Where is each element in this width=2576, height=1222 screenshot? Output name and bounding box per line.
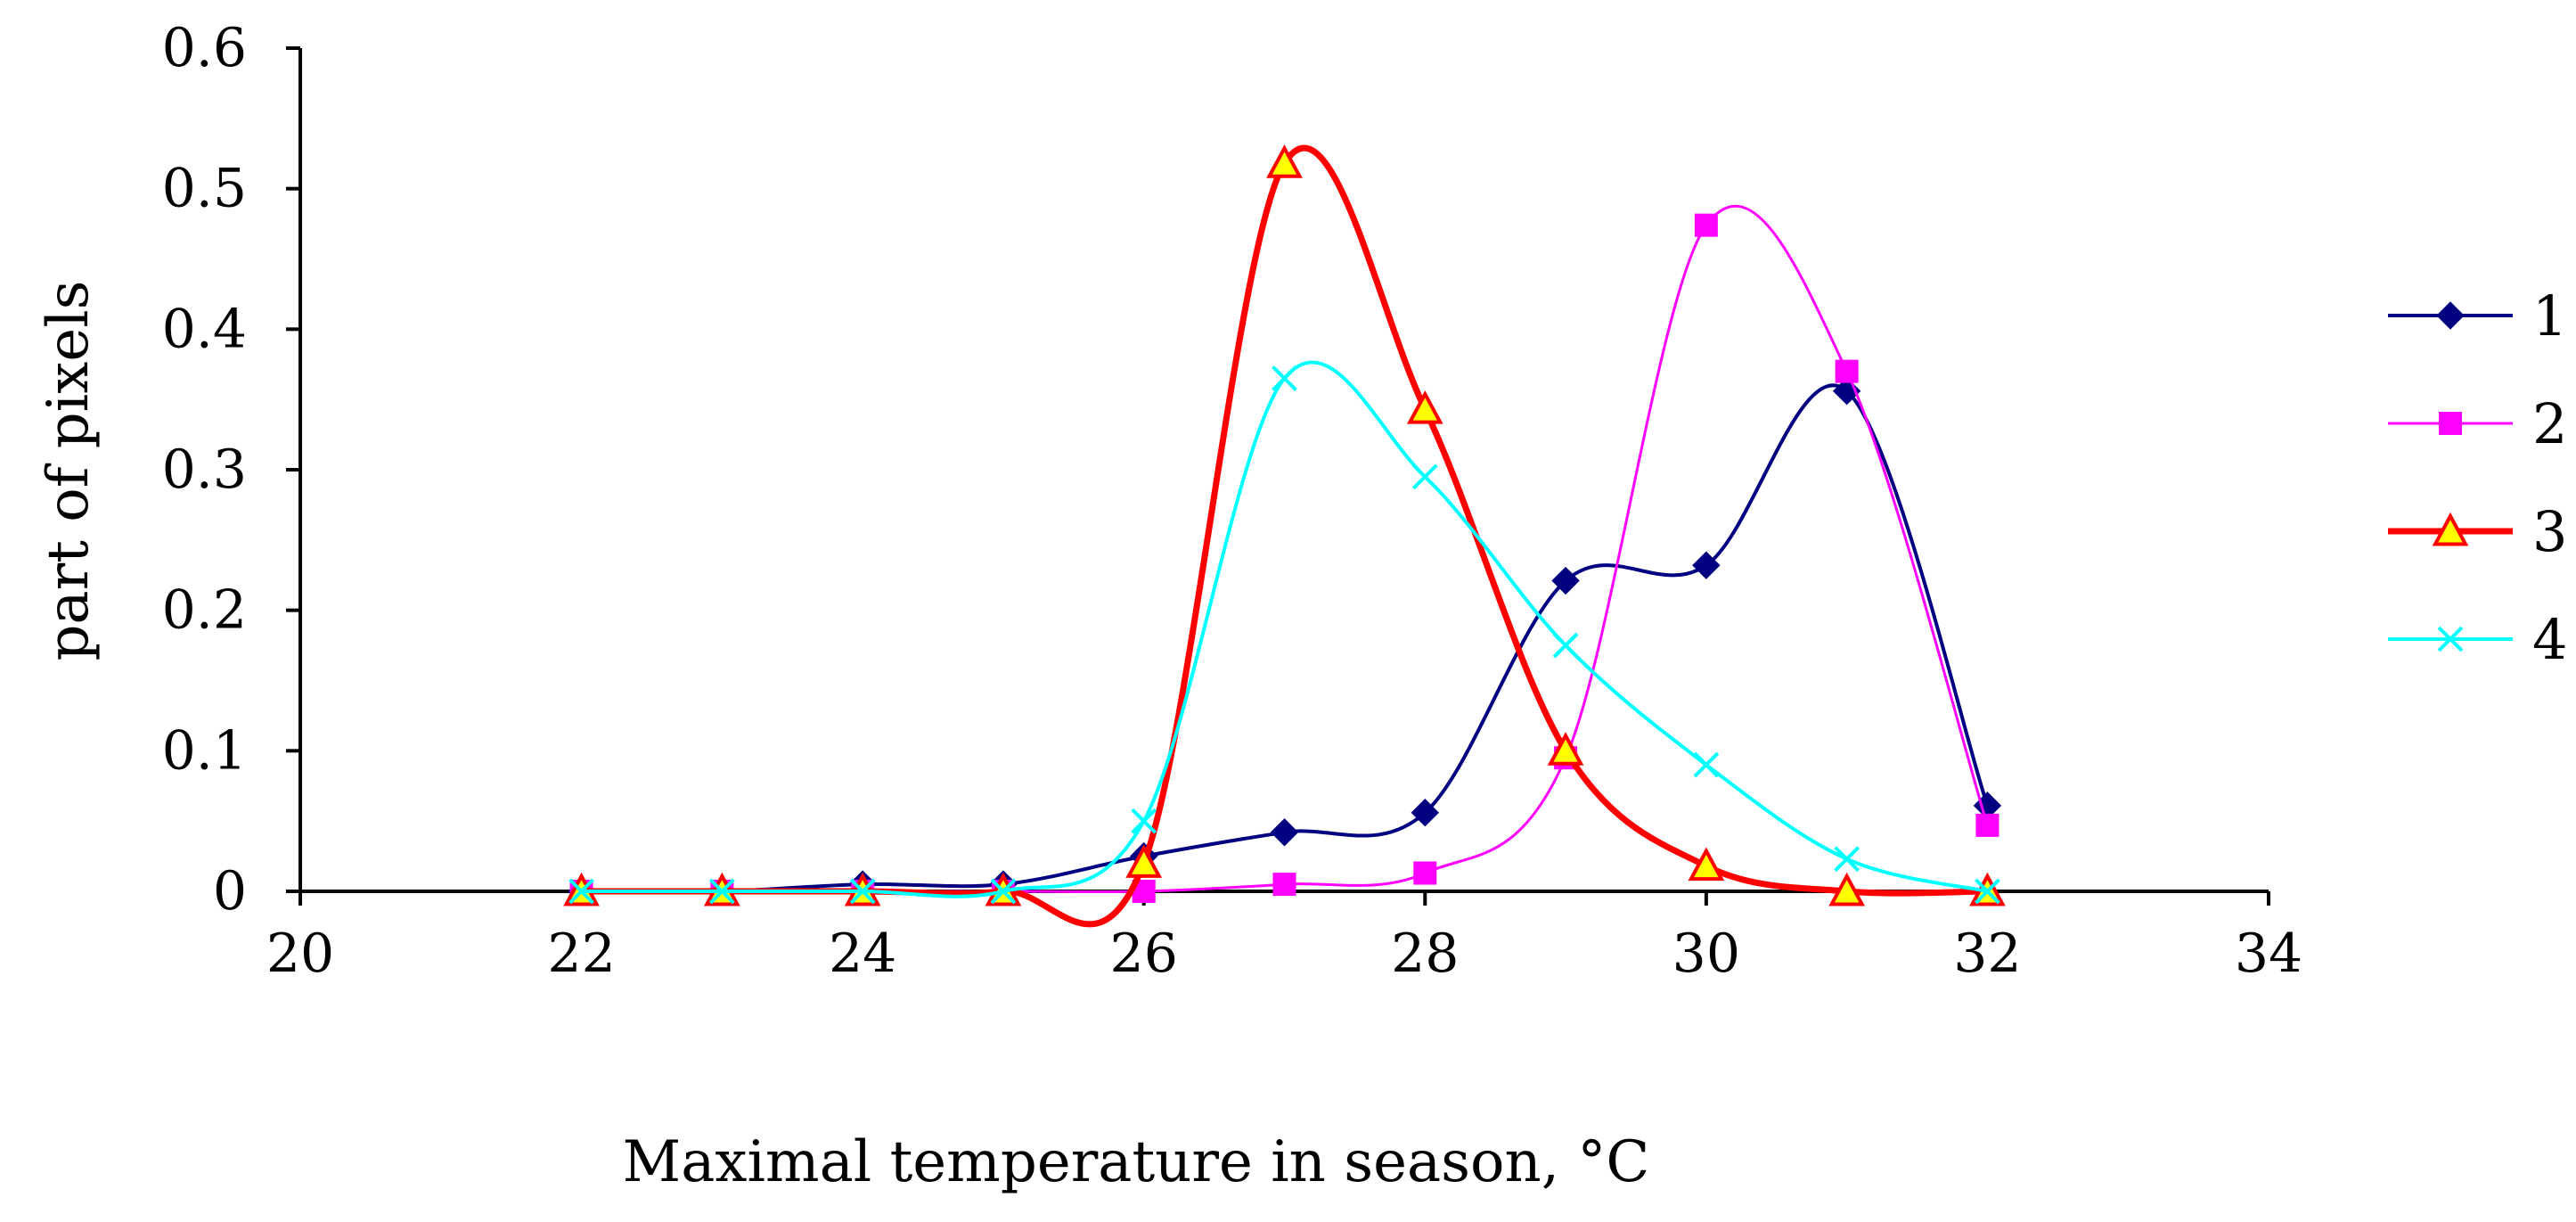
series-4-point: [1693, 751, 1720, 778]
series-4-line: [581, 360, 1988, 898]
y-tick-label: 0.4: [162, 298, 247, 360]
series-2-point: [1975, 813, 1999, 837]
y-axis-title: part of pixels: [36, 280, 102, 660]
series-1-point: [1411, 798, 1439, 827]
series-3-point: [1125, 844, 1163, 878]
legend-item-1: 1: [2388, 283, 2567, 349]
legend-item-3: 3: [2388, 499, 2567, 564]
x-tick-label: 30: [1672, 923, 1740, 985]
y-tick-label: 0.2: [162, 579, 247, 642]
legend-swatch-marker: [2439, 412, 2462, 435]
series-4: [568, 360, 2000, 905]
series-4-point: [708, 878, 735, 905]
x-tick-label: 32: [1953, 923, 2021, 985]
y-tick-label: 0.5: [162, 158, 247, 220]
series-2-point: [1694, 213, 1718, 237]
series-4-point: [1272, 365, 1297, 391]
series-4-point: [568, 878, 594, 905]
series-3-point: [1266, 144, 1303, 178]
series-3: [563, 144, 2006, 928]
tick-labels: 0 0.1 0.2 0.3 0.4 0.5 0.6 20 22 24 26 28 30 32 34: [162, 17, 2303, 985]
legend-swatch-marker: [2432, 512, 2469, 546]
series-2: [569, 204, 1999, 903]
x-tick-label: 28: [1391, 923, 1459, 985]
legend-swatch-marker: [2437, 626, 2464, 652]
series-2-line: [581, 204, 1989, 894]
legend-item-2: 2: [2388, 391, 2567, 456]
series-3-point: [1406, 390, 1443, 424]
series-4-point: [1834, 846, 1860, 873]
legend-label: 3: [2532, 499, 2567, 564]
legend-label: 1: [2532, 283, 2567, 349]
y-tick-label: 0.1: [162, 719, 247, 782]
legend: 1 2 3 4: [2388, 283, 2567, 672]
legend-label: 2: [2532, 391, 2567, 456]
series-layer: [563, 144, 2006, 928]
x-axis-title: Maximal temperature in season, °C: [623, 1129, 1650, 1195]
legend-item-4: 4: [2388, 607, 2567, 672]
series-3-point: [1547, 732, 1584, 766]
series-4-point: [849, 878, 876, 905]
y-tick-label: 0.3: [162, 439, 247, 501]
series-2-point: [1835, 359, 1859, 383]
series-3-line: [581, 144, 1988, 928]
y-tick-label: 0.6: [162, 17, 247, 79]
y-tick-label: 0: [213, 860, 247, 923]
series-2-point: [1272, 873, 1296, 897]
series-3-point: [1688, 847, 1725, 882]
series-4-point: [1975, 878, 2000, 905]
series-3-point: [1828, 872, 1865, 906]
series-4-point: [1552, 632, 1579, 659]
series-2-point: [1413, 861, 1437, 885]
legend-label: 4: [2532, 607, 2567, 672]
series-4-point: [1411, 463, 1438, 490]
legend-swatch-marker: [2436, 301, 2465, 330]
x-tick-label: 22: [547, 923, 615, 985]
series-4-point: [1131, 808, 1157, 834]
x-tick-label: 24: [829, 923, 896, 985]
x-tick-label: 26: [1110, 923, 1178, 985]
series-4-point: [990, 878, 1017, 905]
x-tick-label: 20: [266, 923, 334, 985]
x-tick-label: 34: [2235, 923, 2302, 985]
series-1-point: [1692, 551, 1721, 579]
series-1-point: [1270, 818, 1299, 847]
series-1-point: [1551, 566, 1580, 595]
